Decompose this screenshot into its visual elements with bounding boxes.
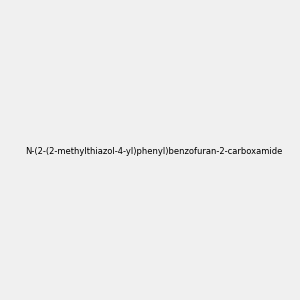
Text: N-(2-(2-methylthiazol-4-yl)phenyl)benzofuran-2-carboxamide: N-(2-(2-methylthiazol-4-yl)phenyl)benzof… (25, 147, 282, 156)
